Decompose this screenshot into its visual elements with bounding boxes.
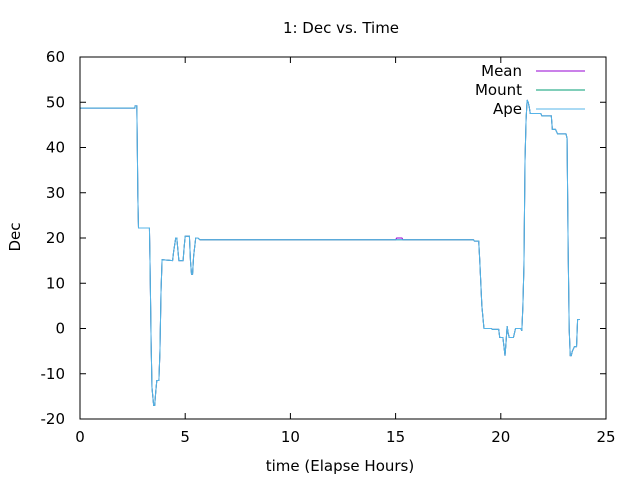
x-tick-label: 5 [180,428,190,446]
legend-label-mean: Mean [481,62,522,80]
y-tick-label: 20 [46,229,65,247]
legend-label-ape: Ape [493,100,522,118]
y-tick-label: 30 [46,184,65,202]
x-tick-label: 20 [491,428,510,446]
y-tick-label: 50 [46,93,65,111]
x-tick-label: 10 [281,428,300,446]
chart-title: 1: Dec vs. Time [283,19,399,37]
plot-frame [79,56,607,420]
y-tick-label: 40 [46,139,65,157]
y-tick-label: 10 [46,274,65,292]
legend-label-mount: Mount [475,81,522,99]
y-axis-label: Dec [6,222,24,251]
y-tick-label: 0 [55,320,65,338]
series-line-mean [80,99,580,406]
x-tick-label: 0 [75,428,85,446]
y-tick-label: 60 [46,48,65,66]
series-layer [80,99,580,406]
y-tick-label: -10 [41,365,66,383]
x-axis-label: time (Elapse Hours) [266,457,414,475]
series-line-ape [80,99,580,406]
x-tick-label: 15 [386,428,405,446]
y-tick-label: -20 [41,410,66,428]
x-tick-label: 25 [596,428,615,446]
tick-layer: 0 5 10 15 20 25 -20 -10 0 10 20 30 40 50 60 [41,48,616,446]
series-line-mount [80,99,580,406]
